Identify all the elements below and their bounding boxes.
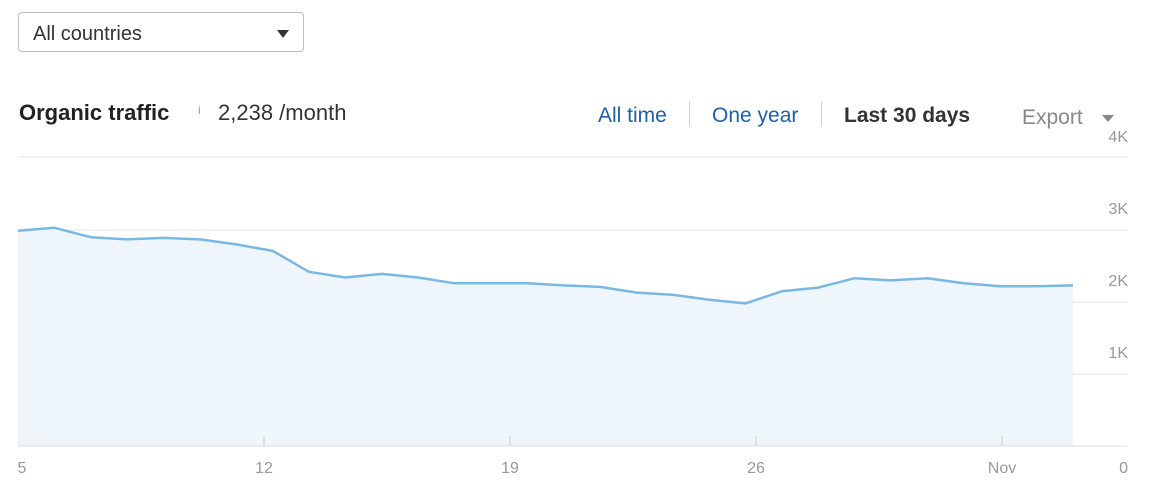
info-icon[interactable]: i xyxy=(198,103,201,117)
y-tick-label: 3K xyxy=(1108,201,1128,218)
y-axis: 4K 3K 2K 1K 0 xyxy=(1108,129,1128,477)
country-dropdown[interactable]: All countries xyxy=(18,12,304,52)
x-axis: 5 12 19 26 Nov xyxy=(18,436,1127,477)
y-tick-label: 0 xyxy=(1119,460,1128,477)
x-tick-label: 26 xyxy=(747,460,765,477)
export-button[interactable]: Export xyxy=(1022,106,1083,129)
chart-title: Organic traffic xyxy=(19,100,170,125)
tab-all-time[interactable]: All time xyxy=(598,104,667,127)
tab-last-30-days[interactable]: Last 30 days xyxy=(844,104,971,127)
country-dropdown-label: All countries xyxy=(33,23,142,45)
chevron-down-icon xyxy=(277,30,289,38)
x-tick-label: 19 xyxy=(501,460,519,477)
traffic-value: 2,238 /month xyxy=(218,100,347,125)
x-tick-label: 5 xyxy=(18,460,27,477)
tab-one-year[interactable]: One year xyxy=(712,104,799,127)
x-tick-label: Nov xyxy=(988,460,1016,477)
chevron-down-icon[interactable] xyxy=(1102,115,1114,122)
y-tick-label: 1K xyxy=(1108,345,1128,362)
traffic-line xyxy=(17,226,1074,305)
x-tick-label: 12 xyxy=(255,460,273,477)
y-tick-label: 2K xyxy=(1108,273,1128,290)
tab-divider xyxy=(821,101,822,127)
y-tick-label: 4K xyxy=(1108,129,1128,146)
tab-divider xyxy=(689,101,690,127)
traffic-area xyxy=(18,227,1073,446)
